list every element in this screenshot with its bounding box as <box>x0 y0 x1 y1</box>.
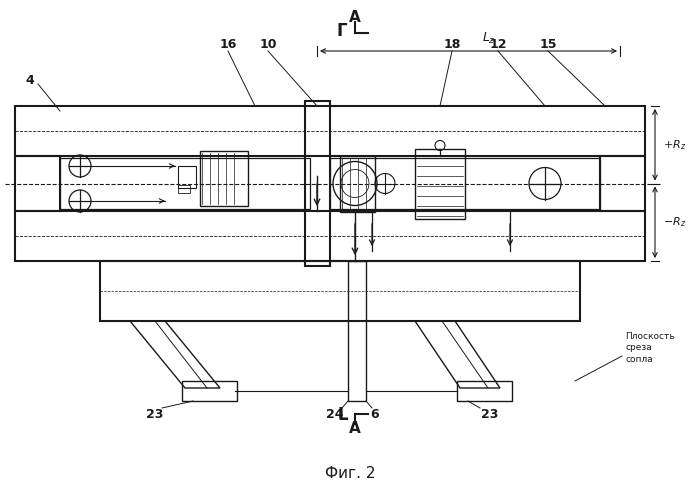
Bar <box>178 185 190 193</box>
Bar <box>415 148 465 219</box>
Bar <box>100 261 580 321</box>
Bar <box>305 101 330 266</box>
Bar <box>600 156 645 211</box>
Bar <box>340 156 375 211</box>
Bar <box>60 158 310 209</box>
Bar <box>15 211 645 261</box>
Bar <box>330 158 600 209</box>
Text: 16: 16 <box>219 38 237 51</box>
Text: $+R_z$: $+R_z$ <box>663 138 686 152</box>
Text: L: L <box>337 406 349 424</box>
Bar <box>15 156 60 211</box>
Text: Плоскость
среза
сопла: Плоскость среза сопла <box>625 332 675 364</box>
Bar <box>348 261 366 401</box>
Text: Г: Г <box>337 22 347 40</box>
Text: 24: 24 <box>326 408 344 421</box>
Text: 15: 15 <box>539 38 556 51</box>
Text: 6: 6 <box>371 408 379 421</box>
Text: А: А <box>349 421 361 436</box>
Bar <box>15 106 645 156</box>
Text: 10: 10 <box>259 38 276 51</box>
Bar <box>457 381 512 401</box>
Bar <box>182 381 237 401</box>
Bar <box>200 151 248 206</box>
Text: Фиг. 2: Фиг. 2 <box>325 467 375 482</box>
Text: А: А <box>349 10 361 25</box>
Text: 18: 18 <box>443 38 461 51</box>
Bar <box>178 166 196 188</box>
Text: 23: 23 <box>482 408 498 421</box>
Text: 4: 4 <box>26 74 34 87</box>
Text: 12: 12 <box>489 38 507 51</box>
Text: $L_z$: $L_z$ <box>482 31 496 46</box>
Text: 23: 23 <box>146 408 164 421</box>
Text: $-R_z$: $-R_z$ <box>663 215 686 229</box>
